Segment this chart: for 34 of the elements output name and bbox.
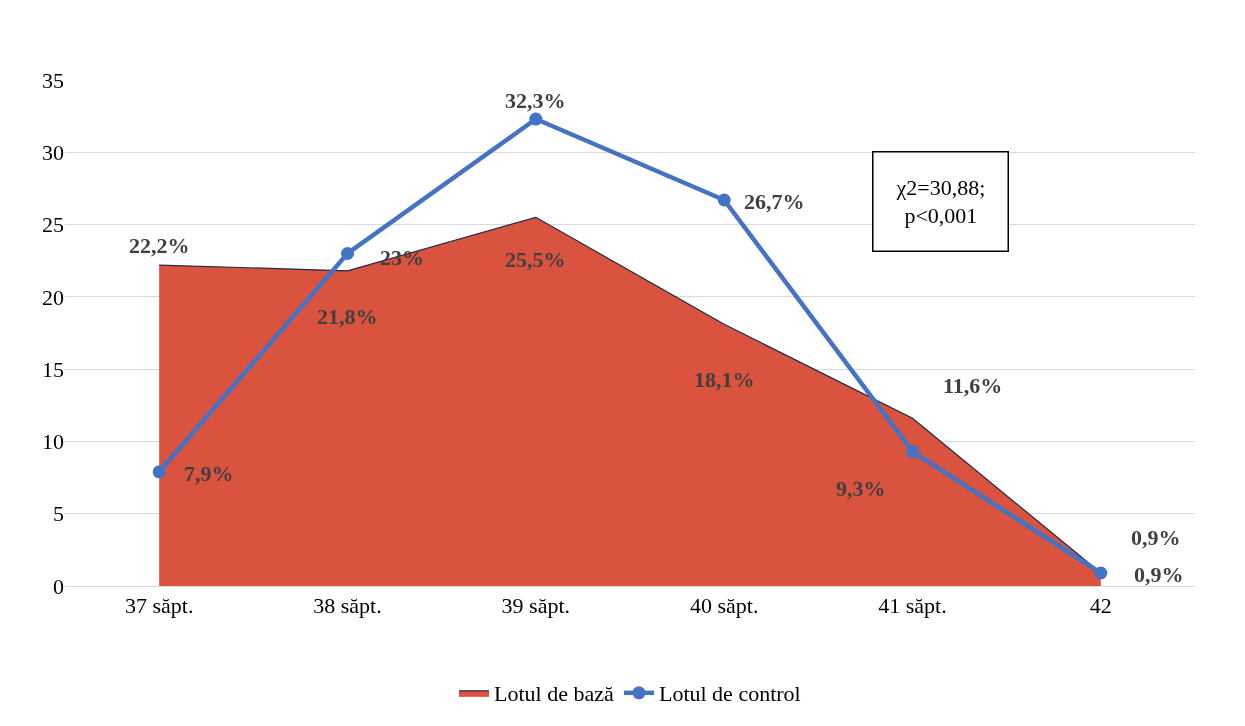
x-tick-label: 41 săpt. xyxy=(878,593,947,619)
y-tick-label: 15 xyxy=(42,356,64,382)
data-label: 0,9% xyxy=(1134,562,1184,587)
x-tick-label: 37 săpt. xyxy=(124,593,194,619)
point xyxy=(717,193,731,207)
y-tick-label: 0 xyxy=(53,573,64,599)
annotation: χ2=30,88; p<0,001 xyxy=(895,174,986,229)
data-label: 0,9% xyxy=(1131,525,1181,550)
legend-label: Lotul de control xyxy=(658,681,801,707)
legend-label: Lotul de bază xyxy=(494,681,614,707)
point xyxy=(341,246,354,260)
data-label: 32,3% xyxy=(505,88,566,113)
data-label: 26,7% xyxy=(744,189,805,214)
y-tick-label: 35 xyxy=(42,67,64,93)
x-tick-label: 40 săpt. xyxy=(689,593,759,619)
point xyxy=(1094,566,1108,580)
data-label: 9,3% xyxy=(836,476,886,501)
data-label: 7,9% xyxy=(184,461,234,486)
x-tick-label: 42 xyxy=(1089,593,1112,619)
y-tick-label: 10 xyxy=(42,429,64,455)
data-label: 21,8% xyxy=(317,304,378,329)
point xyxy=(906,445,919,459)
point xyxy=(529,112,543,126)
data-label: 22,2% xyxy=(129,233,190,258)
y-tick-label: 30 xyxy=(42,139,64,165)
y-tick-label: 25 xyxy=(42,212,64,238)
data-label: 25,5% xyxy=(505,247,566,272)
data-label: 11,6% xyxy=(943,373,1003,398)
y-tick-label: 20 xyxy=(42,284,64,310)
x-tick-label: 38 săpt. xyxy=(313,593,382,619)
data-label: 18,1% xyxy=(694,367,755,392)
y-tick-label: 5 xyxy=(53,501,64,527)
point xyxy=(152,465,166,479)
x-tick-label: 39 săpt. xyxy=(501,593,571,619)
